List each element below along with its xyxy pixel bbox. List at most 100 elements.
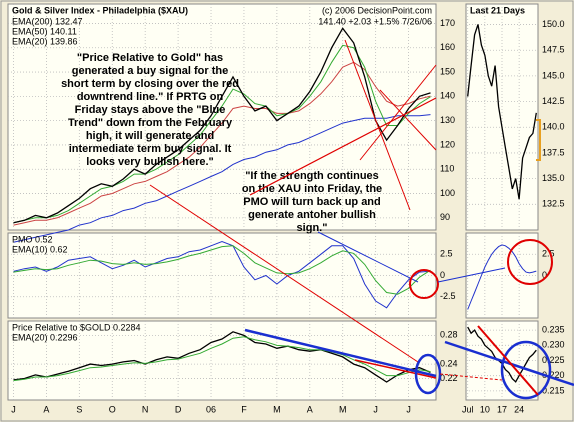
arrow [439, 373, 503, 381]
y-tick-label: 2.5 [542, 249, 555, 259]
y-tick-label: 0 [542, 270, 547, 280]
y-tick-label: 145.0 [542, 70, 565, 80]
y-tick-label: 100 [440, 188, 455, 198]
trend-line [477, 325, 539, 396]
annotation: "Price Relative to Gold" has [77, 52, 223, 64]
y-tick-label: 140.0 [542, 122, 565, 132]
y-tick-label: 150.0 [542, 19, 565, 29]
y-tick-label: 0.22 [440, 373, 458, 383]
legend-entry: EMA(10) 0.62 [12, 244, 68, 254]
y-tick-label: 160 [440, 42, 455, 52]
arrow [437, 267, 506, 283]
y-tick-label: 120 [440, 139, 455, 149]
series-line [13, 27, 431, 224]
y-tick-label: 0.215 [542, 385, 565, 395]
y-tick-label: 130 [440, 115, 455, 125]
trend-line [344, 39, 411, 211]
panel [7, 3, 437, 231]
series-line [467, 244, 537, 310]
trend-line [354, 359, 437, 379]
panel [465, 3, 539, 231]
y-tick-label: 0.220 [542, 370, 565, 380]
annotation: "If the strength continues [245, 170, 379, 182]
trend-line [379, 89, 437, 151]
x-tick-label: O [109, 404, 116, 414]
trend-line [359, 64, 437, 161]
series-line [13, 336, 431, 382]
x-tick-label: 24 [514, 404, 524, 414]
circle [507, 239, 553, 285]
annotation: generated a buy signal for the [72, 65, 228, 77]
annotation: short term by closing over the red [61, 78, 239, 90]
x-tick-label: M [273, 404, 281, 414]
price-header: 141.40 +2.03 +1.5% 7/26/06 [318, 16, 432, 26]
credit: (c) 2006 DecisionPoint.com [322, 5, 432, 15]
series-line [13, 114, 431, 243]
y-tick-label: 140 [440, 91, 455, 101]
annotation: intermediate term buy signal. It [69, 143, 232, 155]
chart-title: Gold & Silver Index - Philadelphia ($XAU… [12, 5, 188, 15]
y-tick-label: 2.5 [440, 249, 453, 259]
y-tick-label: 147.5 [542, 45, 565, 55]
y-tick-label: 135.0 [542, 173, 565, 183]
y-tick-label: 0.28 [440, 330, 458, 340]
x-tick-label: Jul [462, 404, 474, 414]
annotation: generate antoher bullish [248, 209, 376, 221]
series-line [13, 245, 431, 295]
trend-line [244, 328, 437, 378]
trend-line [249, 97, 437, 196]
x-tick-label: F [241, 404, 247, 414]
annotation: PMO will turn back up and [243, 196, 381, 208]
y-tick-label: -2.5 [440, 291, 456, 301]
circle [409, 269, 439, 299]
x-tick-label: M [339, 404, 347, 414]
annotation: looks very bullish here." [86, 156, 213, 168]
x-tick-label: J [406, 404, 411, 414]
x-tick-label: A [307, 404, 313, 414]
y-tick-label: 110 [440, 164, 454, 174]
series-line [13, 331, 431, 383]
y-tick-label: 0.235 [542, 324, 565, 334]
x-tick-label: 06 [206, 404, 216, 414]
x-tick-label: D [175, 404, 182, 414]
legend-entry: EMA(50) 140.11 [12, 26, 77, 36]
y-tick-label: 0.225 [542, 355, 565, 365]
arrow [149, 184, 419, 363]
y-tick-label: 150 [440, 66, 455, 76]
annotation-drawings [149, 39, 574, 400]
annotation: sign." [297, 222, 328, 234]
y-tick-label: 0.24 [440, 358, 458, 368]
bracket [536, 119, 541, 161]
chart-title: Last 21 Days [470, 5, 525, 15]
x-tick-label: S [76, 404, 82, 414]
y-tick-label: 142.5 [542, 96, 565, 106]
series-line [13, 240, 431, 309]
legend-entry: EMA(20) 0.2296 [12, 332, 78, 342]
annotation: on the XAU into Friday, the [242, 183, 382, 195]
x-tick-label: J [11, 404, 16, 414]
y-tick-label: 90 [440, 212, 450, 222]
circle [500, 340, 552, 400]
legend-entry: EMA(20) 139.86 [12, 36, 78, 46]
x-tick-label: J [373, 404, 378, 414]
annotation: Friday stays above the "Blue [75, 104, 226, 116]
annotation: Trend" down from the February [68, 117, 233, 129]
y-tick-label: 132.5 [542, 199, 565, 209]
x-tick-label: 10 [480, 404, 490, 414]
x-tick-label: N [142, 404, 149, 414]
x-tick-label: 17 [497, 404, 507, 414]
y-tick-label: 137.5 [542, 147, 565, 157]
y-tick-label: 0 [440, 270, 445, 280]
legend-entry: Price Relative to $GOLD 0.2284 [12, 322, 141, 332]
arrow [317, 231, 419, 283]
series-line [467, 24, 537, 200]
series-line [13, 44, 431, 224]
annotation: high, it will generate and [86, 130, 214, 142]
annotation: downtrend line." If PRTG on [77, 91, 224, 103]
y-tick-label: 0.230 [542, 340, 565, 350]
legend-entry: EMA(200) 132.47 [12, 16, 83, 26]
y-tick-label: 170 [440, 18, 455, 28]
x-tick-label: A [43, 404, 49, 414]
legend-entry: PMO 0.52 [12, 234, 53, 244]
